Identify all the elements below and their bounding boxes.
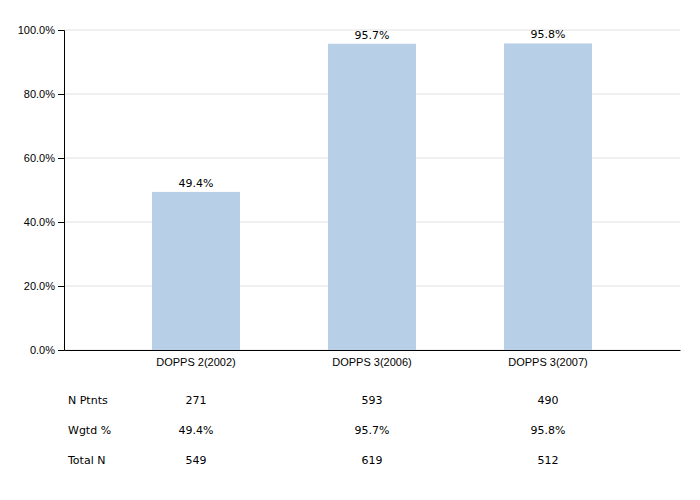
- table-cell: 49.4%: [179, 424, 214, 437]
- data-labels: 49.4% 95.7% 95.8%: [179, 28, 566, 189]
- axis-line: [65, 350, 681, 351]
- tick-mark: [58, 158, 64, 159]
- table-row-label: Wgtd %: [68, 424, 111, 437]
- tick: 20.0%: [24, 280, 64, 292]
- bars: [152, 43, 592, 350]
- table-cell: 95.8%: [531, 424, 566, 437]
- tick-label: 80.0%: [24, 88, 55, 100]
- tick-label: DOPPS 2(2002): [156, 356, 235, 368]
- tick-mark: [58, 350, 64, 351]
- tick-label: DOPPS 3(2006): [332, 356, 411, 368]
- tick-label: 20.0%: [24, 280, 55, 292]
- tick-label: 40.0%: [24, 216, 55, 228]
- table-cell: 95.7%: [355, 424, 390, 437]
- table-cell: 271: [186, 394, 207, 407]
- tick: 0.0%: [30, 344, 64, 356]
- data-label: 95.8%: [531, 28, 566, 41]
- tick-label: DOPPS 3(2007): [508, 356, 587, 368]
- tick: 100.0%: [18, 24, 64, 36]
- table-cell: 490: [538, 394, 559, 407]
- table-row-label: N Ptnts: [68, 394, 108, 407]
- table: N Ptnts 271 593 490 Wgtd % 49.4% 95.7% 95.8% Tot…: [67, 394, 565, 467]
- data-label: 49.4%: [179, 177, 214, 190]
- tick: 60.0%: [24, 152, 64, 164]
- table-row-label: Total N: [67, 454, 105, 467]
- tick: DOPPS 2(2002): [156, 356, 235, 368]
- table-cell: 593: [362, 394, 383, 407]
- y-axis: 0.0% 20.0% 40.0% 60.0% 80.0% 100.0%: [18, 24, 65, 356]
- tick-label: 0.0%: [30, 344, 55, 356]
- table-cell: 619: [362, 454, 383, 467]
- tick-mark: [58, 30, 64, 31]
- bar: [152, 192, 240, 350]
- table-cell: 549: [186, 454, 207, 467]
- x-axis: DOPPS 2(2002) DOPPS 3(2006) DOPPS 3(2007): [65, 351, 681, 368]
- tick: DOPPS 3(2006): [332, 356, 411, 368]
- tick-label: 100.0%: [18, 24, 56, 36]
- tick-mark: [58, 94, 64, 95]
- tick-mark: [58, 286, 64, 287]
- chart: 0.0% 20.0% 40.0% 60.0% 80.0% 100.0% DOPPS 2(20…: [0, 0, 700, 500]
- bar: [328, 44, 416, 350]
- plot: 0.0% 20.0% 40.0% 60.0% 80.0% 100.0% DOPPS 2(20…: [18, 24, 681, 467]
- tick-mark: [58, 222, 64, 223]
- tick: DOPPS 3(2007): [508, 356, 587, 368]
- tick: 80.0%: [24, 88, 64, 100]
- data-label: 95.7%: [355, 29, 390, 42]
- bar: [504, 43, 592, 350]
- tick-label: 60.0%: [24, 152, 55, 164]
- axis-line: [58, 31, 65, 351]
- grid: [64, 30, 680, 350]
- table-cell: 512: [538, 454, 559, 467]
- tick: 40.0%: [24, 216, 64, 228]
